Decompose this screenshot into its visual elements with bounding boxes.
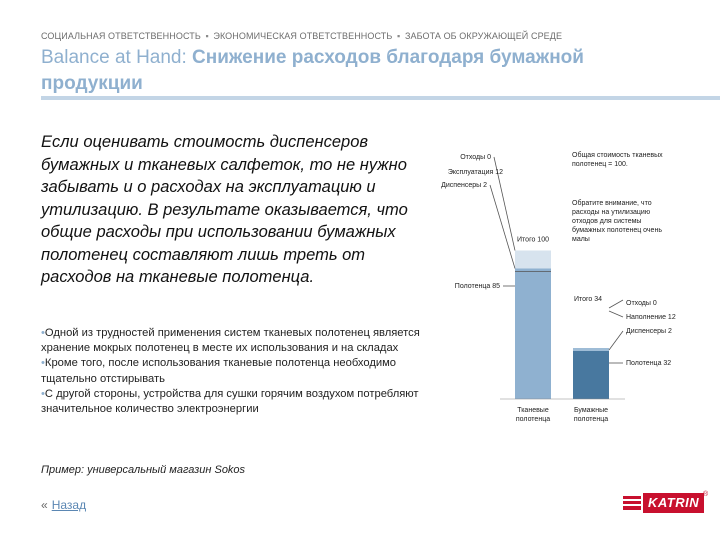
logo-stripe — [623, 504, 641, 506]
bar-paper-towels — [573, 351, 609, 399]
annotation-waste-note: отходов для системы — [572, 218, 641, 225]
logo-text: KATRIN — [643, 493, 705, 513]
back-link-label[interactable]: Назад — [51, 498, 87, 512]
category-label-0: полотенца — [516, 416, 550, 423]
label-cloth-dispensers: Диспенсеры 2 — [441, 182, 487, 189]
cost-chart: Итого 100 Отходы 0 Эксплуатация 12 Диспенсе… — [441, 151, 676, 423]
leader-paper-refill — [608, 310, 624, 318]
label-cloth-maintenance: Эксплуатация 12 — [448, 169, 503, 176]
breadcrumb-separator: ▪ — [397, 31, 401, 41]
example-note: Пример: универсальный магазин Sokos — [41, 464, 246, 476]
leader-cloth-waste — [493, 156, 516, 251]
annotation-waste-note: малы — [572, 236, 590, 243]
bullet-list: •Одной из трудностей применения систем т… — [41, 326, 441, 417]
total-label-paper: Итого 34 — [574, 296, 602, 303]
bar-cloth-towels — [515, 268, 551, 399]
back-link[interactable]: «Назад — [41, 498, 86, 512]
category-label-1: Бумажные — [574, 407, 608, 414]
annotation-waste-note: Обратите внимание, что — [572, 199, 652, 207]
label-paper-refill: Наполнение 12 — [626, 314, 676, 321]
leader-paper-dispensers — [608, 330, 624, 351]
list-item: •С другой стороны, устройства для сушки … — [41, 387, 441, 417]
bar-cloth-maintenance — [515, 250, 551, 269]
title-divider — [41, 96, 720, 100]
back-arrow-icon: « — [41, 498, 48, 512]
page-title-main: Снижение расходов благодаря бумажной про… — [41, 47, 584, 94]
annotation-total-cost: Общая стоимость тканевых — [572, 151, 663, 159]
bar-paper-dispensers — [573, 348, 609, 351]
bullet-text: Кроме того, после использования тканевые… — [41, 357, 397, 385]
label-cloth-towels: Полотенца 85 — [455, 283, 500, 290]
label-paper-towels: Полотенца 32 — [626, 360, 671, 367]
breadcrumb-item-environment: ЗАБОТА ОБ ОКРУЖАЮЩЕЙ СРЕДЕ — [404, 31, 563, 41]
page-title-prefix: Balance at Hand: — [41, 47, 193, 68]
bullet-text: С другой стороны, устройства для сушки г… — [41, 387, 419, 416]
page-title: Balance at Hand: Снижение расходов благо… — [41, 45, 691, 97]
list-item: •Одной из трудностей применения систем т… — [41, 326, 441, 356]
total-label-cloth: Итого 100 — [517, 237, 549, 244]
breadcrumb-item-social: СОЦИАЛЬНАЯ ОТВЕТСТВЕННОСТЬ — [41, 31, 201, 41]
category-label-0: Тканевые — [517, 407, 549, 414]
breadcrumb-separator: ▪ — [205, 31, 209, 41]
annotation-total-cost: полотенец = 100. — [572, 161, 628, 168]
bullet-mark: • — [41, 327, 45, 339]
category-label-1: полотенца — [574, 416, 608, 423]
intro-text: Если оценивать стоимость диспенсеров бум… — [41, 133, 408, 286]
label-paper-dispensers: Диспенсеры 2 — [626, 328, 672, 335]
katrin-logo: KATRIN ® — [623, 491, 709, 513]
leader-paper-waste — [608, 299, 624, 309]
logo-mark — [623, 496, 641, 510]
leader-cloth-dispensers — [489, 184, 516, 269]
label-cloth-waste: Отходы 0 — [460, 154, 491, 161]
list-item: •Кроме того, после использования тканевы… — [41, 356, 441, 386]
breadcrumb: СОЦИАЛЬНАЯ ОТВЕТСТВЕННОСТЬ ▪ ЭКОНОМИЧЕСК… — [41, 31, 562, 41]
bullet-mark: • — [41, 357, 45, 370]
breadcrumb-item-economic: ЭКОНОМИЧЕСКАЯ ОТВЕТСТВЕННОСТЬ — [213, 31, 393, 41]
logo-registered-mark: ® — [703, 491, 709, 498]
annotation-waste-note: бумажных полотенец очень — [572, 226, 662, 234]
annotation-waste-note: расходы на утилизацию — [572, 209, 650, 216]
bullet-mark: • — [41, 387, 45, 400]
bullet-text: Одной из трудностей применения систем тк… — [41, 327, 420, 355]
logo-stripe — [623, 499, 641, 501]
label-paper-waste: Отходы 0 — [626, 300, 657, 307]
